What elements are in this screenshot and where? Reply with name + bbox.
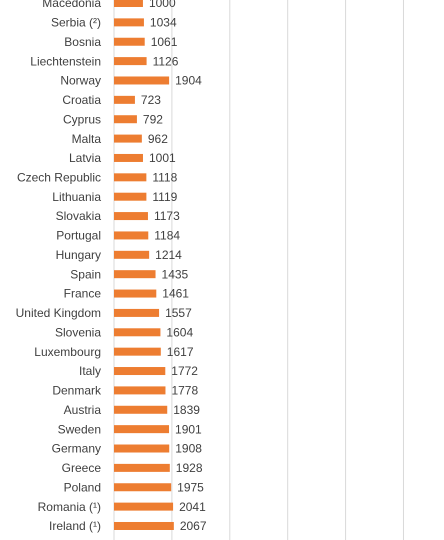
y-tick-label: Luxembourg bbox=[34, 345, 101, 359]
y-tick-label: Bosnia bbox=[64, 35, 101, 49]
bar bbox=[114, 289, 157, 298]
value-label: 1617 bbox=[167, 345, 194, 359]
value-label: 792 bbox=[143, 112, 163, 126]
y-tick-label: Denmark bbox=[52, 384, 102, 398]
y-tick-label: Liechtenstein bbox=[30, 54, 101, 68]
value-label: 962 bbox=[148, 132, 168, 146]
bar bbox=[114, 231, 149, 240]
bar bbox=[114, 347, 161, 356]
y-tick-label: Norway bbox=[60, 74, 101, 88]
value-label: 2067 bbox=[180, 519, 207, 533]
value-label: 1461 bbox=[162, 287, 189, 301]
bar bbox=[114, 0, 143, 7]
y-tick-label: Sweden bbox=[58, 422, 101, 436]
y-tick-label: Germany bbox=[52, 442, 101, 456]
y-tick-label: Latvia bbox=[69, 151, 101, 165]
bar bbox=[114, 425, 170, 434]
value-label: 1901 bbox=[175, 422, 202, 436]
value-label: 1908 bbox=[175, 442, 202, 456]
value-label: 1184 bbox=[154, 229, 180, 243]
y-tick-label: Serbia (²) bbox=[51, 16, 101, 30]
y-tick-label: Macedonia bbox=[42, 0, 101, 10]
y-tick-label: Cyprus bbox=[63, 112, 101, 126]
value-label: 1928 bbox=[176, 461, 203, 475]
y-tick-label: Spain bbox=[70, 267, 101, 281]
value-label: 2041 bbox=[179, 500, 206, 514]
y-tick-label: Austria bbox=[64, 403, 102, 417]
y-tick-label: Croatia bbox=[62, 93, 101, 107]
y-tick-label: United Kingdom bbox=[16, 306, 101, 320]
bar bbox=[114, 134, 142, 143]
value-label: 723 bbox=[141, 93, 161, 107]
bar bbox=[114, 153, 143, 162]
bar bbox=[114, 18, 144, 27]
y-tick-label: Italy bbox=[79, 364, 101, 378]
bar bbox=[114, 444, 170, 453]
value-label: 1904 bbox=[175, 74, 202, 88]
bar bbox=[114, 367, 166, 376]
value-label: 1975 bbox=[177, 480, 204, 494]
value-label: 1839 bbox=[173, 403, 200, 417]
bar bbox=[114, 328, 161, 337]
y-tick-label: France bbox=[64, 287, 102, 301]
bar bbox=[114, 37, 145, 46]
bar bbox=[114, 250, 150, 259]
y-tick-label: Slovakia bbox=[56, 209, 102, 223]
bar bbox=[114, 57, 147, 66]
value-label: 1126 bbox=[153, 54, 179, 68]
bar bbox=[114, 463, 170, 472]
value-label: 1778 bbox=[171, 384, 198, 398]
y-tick-label: Romania (¹) bbox=[38, 500, 101, 514]
y-tick-label: Czech Republic bbox=[17, 171, 101, 185]
value-label: 1435 bbox=[162, 267, 189, 281]
y-tick-label: Lithuania bbox=[52, 190, 101, 204]
y-tick-label: Portugal bbox=[56, 229, 101, 243]
value-label: 1557 bbox=[165, 306, 192, 320]
value-label: 1604 bbox=[166, 325, 193, 339]
y-tick-label: Greece bbox=[62, 461, 102, 475]
value-label: 1000 bbox=[149, 0, 176, 10]
y-tick-label: Malta bbox=[72, 132, 102, 146]
bar bbox=[114, 192, 147, 201]
bar bbox=[114, 212, 148, 221]
value-label: 1772 bbox=[171, 364, 198, 378]
value-label: 1214 bbox=[155, 248, 182, 262]
bar bbox=[114, 502, 174, 511]
value-label: 1001 bbox=[149, 151, 176, 165]
bar bbox=[114, 308, 160, 317]
bar bbox=[114, 115, 137, 124]
bar bbox=[114, 521, 174, 530]
value-label: 1034 bbox=[150, 16, 177, 30]
bar bbox=[114, 386, 166, 395]
y-tick-label: Ireland (¹) bbox=[49, 519, 101, 533]
value-label: 1118 bbox=[152, 171, 177, 185]
bar bbox=[114, 95, 135, 104]
value-label: 1119 bbox=[152, 190, 177, 204]
bar bbox=[114, 483, 172, 492]
value-label: 1061 bbox=[151, 35, 178, 49]
bar bbox=[114, 173, 147, 182]
bar bbox=[114, 405, 168, 414]
y-tick-label: Poland bbox=[64, 480, 101, 494]
y-tick-label: Hungary bbox=[56, 248, 101, 262]
y-tick-label: Slovenia bbox=[55, 325, 101, 339]
bar bbox=[114, 270, 156, 279]
bar bbox=[114, 76, 170, 85]
value-label: 1173 bbox=[154, 209, 180, 223]
